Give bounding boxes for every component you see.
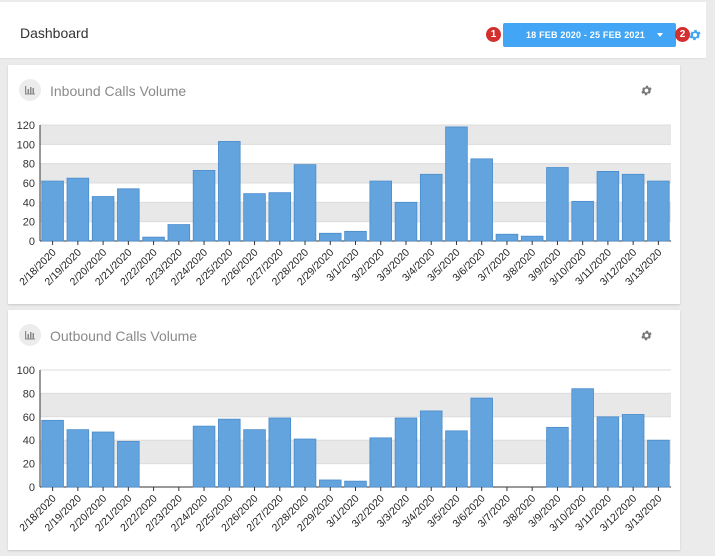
outbound-calls-chart: 0204060801002/18/20202/19/20202/20/20202…	[17, 365, 671, 534]
bar	[445, 126, 468, 242]
y-tick-label: 60	[23, 178, 35, 190]
bar	[394, 201, 418, 242]
grid-band	[40, 125, 671, 145]
bar	[243, 193, 266, 242]
bar	[117, 440, 140, 488]
bar	[394, 417, 418, 488]
bar	[647, 180, 670, 242]
bar	[596, 416, 620, 488]
bar	[495, 233, 519, 242]
bar	[470, 397, 493, 488]
y-tick-label: 80	[23, 159, 35, 171]
bar	[571, 200, 594, 242]
y-tick-label: 120	[17, 120, 35, 132]
bar	[596, 171, 620, 242]
bar	[243, 429, 266, 488]
inbound-calls-chart: 0204060801001202/18/20202/19/20202/20/20…	[17, 120, 671, 288]
bar	[319, 232, 342, 242]
bar	[218, 418, 241, 488]
bar	[66, 177, 90, 242]
bar	[647, 439, 670, 488]
grid-band	[40, 393, 671, 417]
card-title: Inbound Calls Volume	[50, 83, 187, 99]
bar	[268, 192, 292, 242]
y-tick-label: 20	[23, 217, 35, 229]
bar	[520, 235, 544, 242]
bar	[470, 158, 493, 242]
bar	[66, 429, 90, 488]
bar	[218, 141, 241, 242]
date-range-button[interactable]: 18 FEB 2020 - 25 FEB 2021	[503, 23, 676, 47]
settings-gear-icon[interactable]	[688, 28, 702, 42]
bar	[41, 180, 64, 242]
inbound-calls-card: Inbound Calls Volume 0 20 40 60 80 100 120 2/18…	[8, 65, 680, 304]
grid-band	[40, 163, 671, 183]
bar	[344, 480, 367, 488]
bar	[369, 437, 392, 488]
bar	[344, 230, 367, 242]
bar	[91, 196, 115, 242]
y-tick-label: 0	[29, 236, 35, 248]
y-tick-label: 0	[29, 482, 35, 494]
outbound-calls-card: Outbound Calls Volume 0 20 40 60 80 100 2/18/2…	[8, 310, 680, 550]
bar	[546, 426, 569, 488]
bar	[319, 479, 342, 488]
dashboard-header: Dashboard 1 18 FEB 2020 - 25 FEB 2021 2	[0, 2, 706, 59]
page-scroll-area	[680, 58, 715, 556]
step-badge-2: 2	[675, 27, 690, 42]
bar	[91, 431, 115, 488]
bar	[192, 425, 216, 488]
y-tick-label: 80	[23, 388, 35, 400]
card-title: Outbound Calls Volume	[50, 328, 198, 344]
bar	[621, 414, 645, 488]
bar	[293, 164, 317, 242]
bar	[621, 173, 645, 242]
bar	[419, 173, 443, 242]
bar-chart-icon	[19, 79, 41, 101]
bar-chart-icon	[19, 324, 41, 346]
page-title: Dashboard	[20, 25, 89, 41]
bar	[445, 430, 468, 488]
bar	[546, 167, 569, 242]
bar	[167, 224, 191, 242]
caret-down-icon	[657, 33, 663, 37]
y-tick-label: 100	[17, 139, 35, 151]
y-tick-label: 40	[23, 197, 35, 209]
bar	[142, 236, 165, 242]
bar	[117, 188, 140, 242]
y-tick-label: 60	[23, 412, 35, 424]
y-tick-label: 20	[23, 459, 35, 471]
bar	[41, 419, 64, 488]
bar	[419, 410, 443, 488]
y-tick-label: 100	[17, 365, 35, 377]
bar	[571, 388, 594, 488]
step-badge-1: 1	[486, 27, 501, 42]
chart-settings-icon[interactable]	[640, 329, 653, 342]
date-range-label: 18 FEB 2020 - 25 FEB 2021	[525, 30, 646, 40]
chart-settings-icon[interactable]	[640, 84, 653, 97]
bar	[293, 438, 317, 488]
y-tick-label: 40	[23, 435, 35, 447]
bar	[369, 180, 392, 242]
bar	[192, 170, 216, 242]
bar	[268, 417, 292, 488]
